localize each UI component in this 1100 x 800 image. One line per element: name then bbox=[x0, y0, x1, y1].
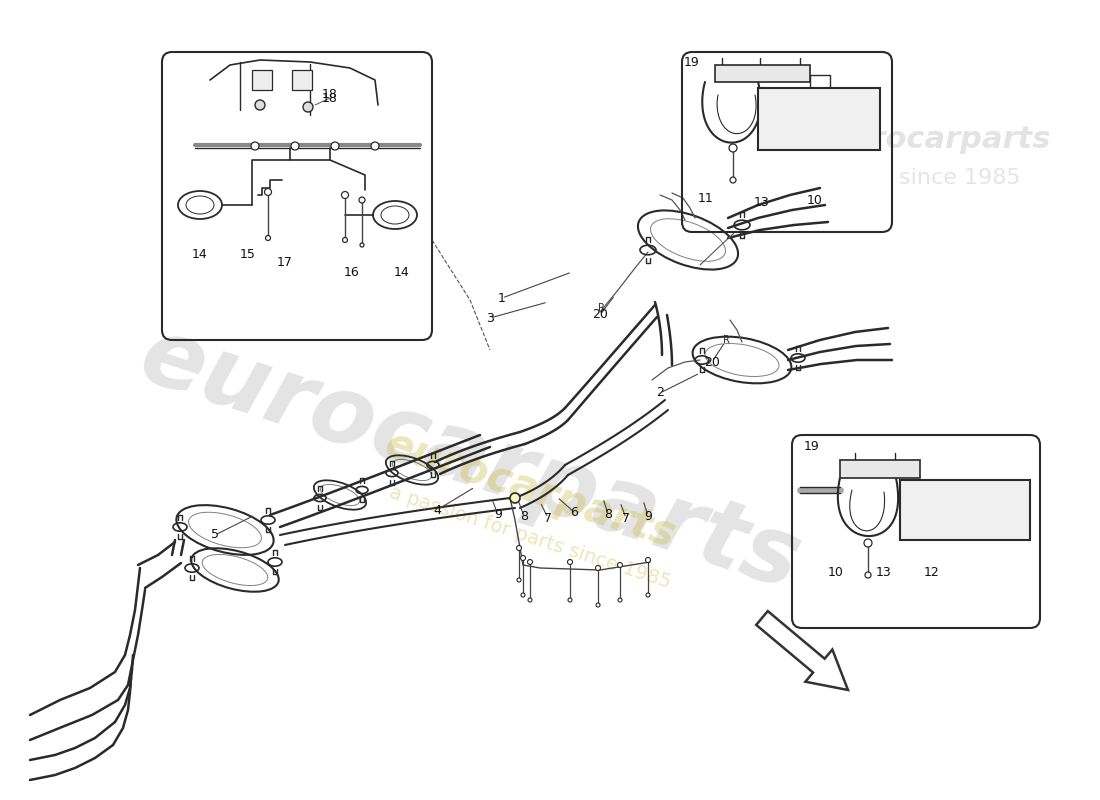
Text: 2: 2 bbox=[656, 386, 664, 399]
Text: 14: 14 bbox=[192, 249, 208, 262]
Circle shape bbox=[265, 235, 271, 241]
Text: 5: 5 bbox=[211, 529, 219, 542]
Text: R: R bbox=[723, 335, 729, 345]
Circle shape bbox=[371, 142, 380, 150]
Text: 3: 3 bbox=[486, 311, 494, 325]
Circle shape bbox=[255, 100, 265, 110]
Text: 18: 18 bbox=[322, 89, 338, 102]
Text: a passion for parts since 1985: a passion for parts since 1985 bbox=[387, 483, 673, 593]
Circle shape bbox=[292, 142, 299, 150]
Text: 8: 8 bbox=[520, 510, 528, 522]
Circle shape bbox=[865, 572, 871, 578]
Text: 1: 1 bbox=[498, 291, 506, 305]
Circle shape bbox=[331, 142, 339, 150]
Circle shape bbox=[595, 566, 601, 570]
Bar bbox=[715, 65, 810, 82]
Text: 7: 7 bbox=[544, 511, 552, 525]
Circle shape bbox=[521, 593, 525, 597]
Circle shape bbox=[864, 539, 872, 547]
Text: 20: 20 bbox=[592, 309, 608, 322]
Circle shape bbox=[341, 191, 349, 198]
Circle shape bbox=[568, 559, 572, 565]
Text: eurocarparts: eurocarparts bbox=[379, 423, 681, 557]
Circle shape bbox=[360, 243, 364, 247]
Circle shape bbox=[264, 189, 272, 195]
Circle shape bbox=[646, 593, 650, 597]
Circle shape bbox=[517, 546, 521, 550]
Circle shape bbox=[302, 102, 313, 112]
Text: 15: 15 bbox=[240, 249, 256, 262]
Circle shape bbox=[568, 598, 572, 602]
Text: 4: 4 bbox=[433, 503, 441, 517]
Text: since 1985: since 1985 bbox=[899, 168, 1021, 188]
Circle shape bbox=[596, 603, 600, 607]
Circle shape bbox=[730, 177, 736, 183]
Text: 7: 7 bbox=[621, 511, 630, 525]
Text: 13: 13 bbox=[755, 195, 770, 209]
Text: 16: 16 bbox=[344, 266, 360, 278]
Text: 19: 19 bbox=[804, 441, 820, 454]
Bar bbox=[758, 88, 880, 150]
Circle shape bbox=[646, 558, 650, 562]
Text: 9: 9 bbox=[645, 510, 652, 522]
Circle shape bbox=[520, 555, 526, 561]
Circle shape bbox=[618, 598, 621, 602]
Text: 20: 20 bbox=[704, 355, 719, 369]
Text: 19: 19 bbox=[684, 55, 700, 69]
Text: 12: 12 bbox=[924, 566, 939, 578]
Text: eurocarparts: eurocarparts bbox=[129, 310, 812, 610]
Text: 10: 10 bbox=[828, 566, 844, 578]
Text: 9: 9 bbox=[494, 509, 502, 522]
Circle shape bbox=[359, 197, 365, 203]
Circle shape bbox=[510, 493, 520, 503]
Bar bbox=[900, 480, 1030, 540]
Bar bbox=[840, 460, 920, 478]
Text: 17: 17 bbox=[277, 257, 293, 270]
Text: 8: 8 bbox=[604, 507, 612, 521]
Circle shape bbox=[617, 562, 623, 567]
Circle shape bbox=[729, 144, 737, 152]
Text: 6: 6 bbox=[570, 506, 578, 518]
Bar bbox=[292, 70, 312, 90]
Circle shape bbox=[528, 598, 532, 602]
Text: 18: 18 bbox=[322, 91, 338, 105]
Text: 10: 10 bbox=[807, 194, 823, 206]
Text: 13: 13 bbox=[876, 566, 892, 578]
Text: 14: 14 bbox=[394, 266, 410, 278]
Text: R: R bbox=[597, 303, 604, 313]
Bar bbox=[252, 70, 272, 90]
Circle shape bbox=[342, 238, 348, 242]
Text: eurocarparts: eurocarparts bbox=[828, 126, 1052, 154]
Text: 11: 11 bbox=[698, 191, 714, 205]
Circle shape bbox=[517, 578, 521, 582]
FancyArrow shape bbox=[756, 611, 848, 690]
Circle shape bbox=[528, 559, 532, 565]
Circle shape bbox=[251, 142, 258, 150]
